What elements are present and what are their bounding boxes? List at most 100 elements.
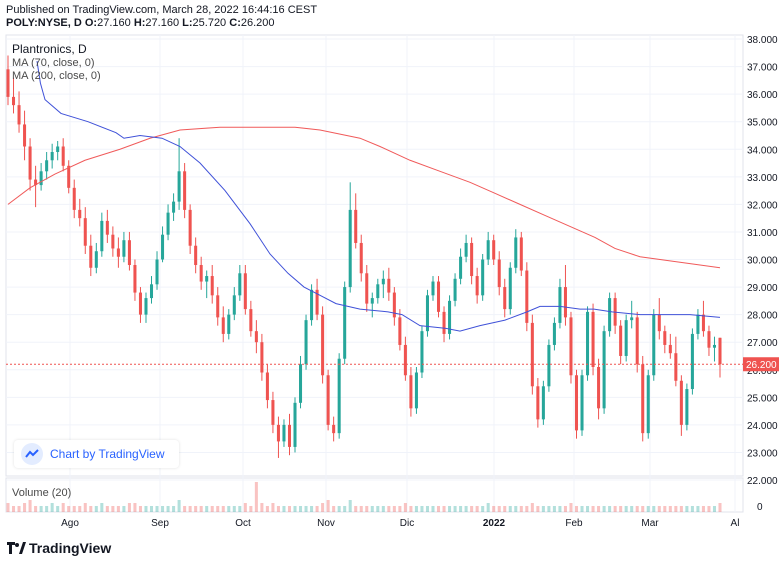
candle-body [332,424,336,434]
candle-body [155,259,159,285]
candle-body [635,317,639,365]
candle-body [586,311,590,376]
candle-body [597,366,601,409]
candle-body [459,256,463,279]
candle-body [470,242,474,277]
candle-body [221,317,225,334]
volume-bar [144,506,148,512]
candle-body [249,309,253,332]
candle-body [707,331,711,348]
volume-bar [635,506,639,512]
open-label: O: [84,17,98,29]
y-tick-label: 26.000 [747,366,778,377]
candle-body [271,400,275,425]
low-label: L: [182,17,193,29]
chart-by-tradingview-badge[interactable]: Chart by TradingView [14,440,179,468]
tradingview-logo[interactable]: TradingView [6,540,111,556]
volume-bar [166,506,170,512]
tradingview-logo-icon [7,542,26,554]
candle-body [72,187,76,210]
close-label: C: [229,17,241,29]
candle-body [547,344,551,387]
y-tick-label: 32.000 [747,200,778,211]
candle-body [492,240,496,260]
volume-bar [464,506,468,512]
y-tick-label: 33.000 [747,173,778,184]
candle-body [28,146,32,180]
ma70-line [36,60,721,332]
volume-bar [276,506,280,512]
candle-body [641,364,645,434]
volume-bar [679,506,683,512]
volume-bar [563,506,567,512]
volume-bar [685,506,689,512]
volume-bar [161,506,165,512]
candle-body [243,273,247,310]
candle-body [657,314,661,332]
chart-title: Plantronics, D [12,42,87,56]
y-tick-label: 24.000 [747,421,778,432]
volume-bar [326,500,330,512]
volume-bar [6,503,10,512]
volume-bar [370,506,374,512]
volume-bar [282,506,286,512]
candle-body [321,314,325,376]
candle-body [436,281,441,312]
volume-bar [696,506,700,512]
volume-bar [608,506,612,512]
volume-bar [45,506,49,512]
candle-body [558,287,562,323]
y-tick-label: 35.000 [747,118,778,129]
symbol-label: POLY:NYSE, D [6,17,82,29]
volume-bar [652,506,656,512]
candle-body [23,124,27,147]
candle-body [370,298,374,304]
volume-bar [72,506,76,512]
volume-bar [205,506,209,512]
y-tick-label: 27.000 [747,338,778,349]
volume-bar [56,506,60,512]
volume-bar [453,506,457,512]
x-tick-label: Al [731,518,740,529]
volume-bar [23,503,27,512]
candle-body [287,424,292,447]
volume-bar [646,506,650,512]
y-tick-label: 31.000 [747,228,778,239]
volume-bar [254,482,258,512]
candle-body [392,292,396,318]
volume-bar [657,506,661,512]
candle-body [580,375,584,431]
candle-body [205,276,209,282]
candle-body [315,289,319,315]
volume-bar [89,506,93,512]
volume-bar [387,506,391,512]
candle-body [183,171,187,210]
volume-bar [12,506,16,512]
candle-body [166,212,170,235]
volume-bar [619,506,623,512]
candle-body [144,298,148,315]
volume-bar [210,506,214,512]
candle-body [464,242,468,257]
candle-body [646,375,650,434]
volume-bar [602,506,606,512]
volume-bar [238,506,242,512]
open-value: 27.160 [97,17,131,29]
candle-body [348,209,352,288]
volume-bar [597,506,601,512]
candle-body [326,375,330,425]
candle-body [525,270,529,323]
volume-bar [100,503,104,512]
x-tick-label: Dic [400,518,414,529]
candle-body [690,333,694,390]
volume-bar [674,506,678,512]
candle-body [6,69,10,97]
volume-bar [492,506,496,512]
volume-bar [381,506,385,512]
candle-body [116,248,120,257]
volume-bar [299,506,303,512]
volume-bar [707,506,711,512]
candle-body [100,220,104,252]
candle-body [403,344,407,376]
